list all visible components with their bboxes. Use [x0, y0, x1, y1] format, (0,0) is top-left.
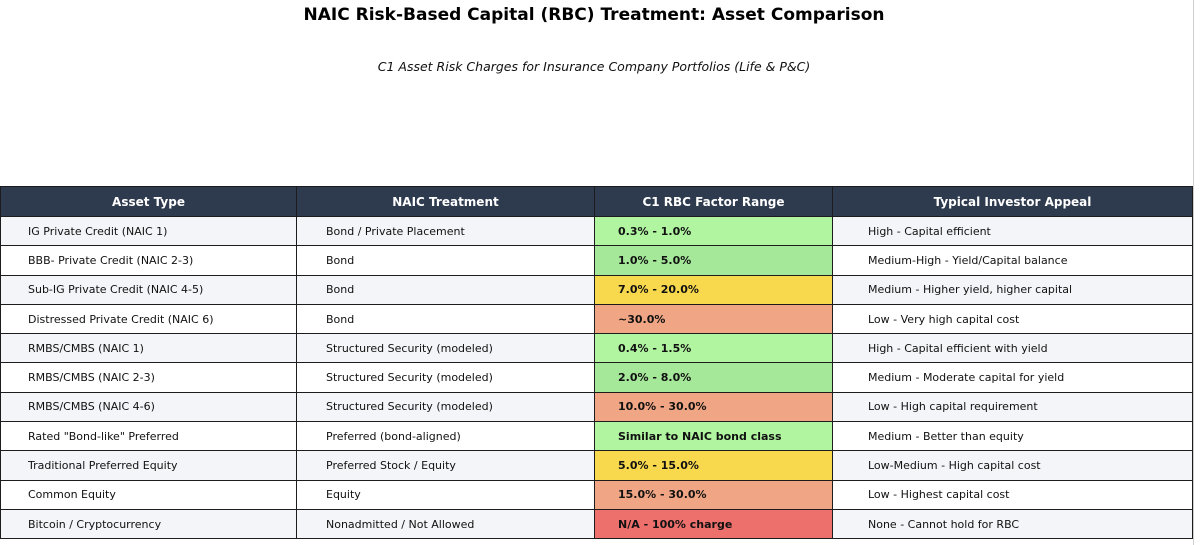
naic-treatment-cell: Preferred Stock / Equity [296, 450, 595, 481]
investor-appeal-cell: None - Cannot hold for RBC [832, 508, 1193, 540]
rbc-factor-cell: 1.0% - 5.0% [594, 245, 833, 276]
naic-treatment-cell: Structured Security (modeled) [296, 362, 595, 393]
page-subtitle: C1 Asset Risk Charges for Insurance Comp… [377, 59, 811, 74]
rbc-factor-cell: 2.0% - 8.0% [594, 362, 833, 393]
investor-appeal-cell: Medium - Moderate capital for yield [832, 362, 1193, 393]
asset-type-cell: BBB- Private Credit (NAIC 2-3) [0, 245, 297, 276]
rbc-factor-cell: N/A - 100% charge [594, 508, 833, 540]
naic-treatment-cell: Bond [296, 303, 595, 335]
rbc-factor-cell: 0.3% - 1.0% [594, 215, 833, 247]
naic-treatment-cell: Bond [296, 245, 595, 276]
rbc-factor-cell: 0.4% - 1.5% [594, 333, 833, 364]
asset-type-cell: IG Private Credit (NAIC 1) [0, 215, 297, 247]
investor-appeal-cell: High - Capital efficient with yield [832, 333, 1193, 364]
investor-appeal-cell: Low - Highest capital cost [832, 479, 1193, 510]
rbc-factor-cell: ~30.0% [594, 303, 833, 335]
investor-appeal-cell: Low - High capital requirement [832, 391, 1193, 423]
header-asset-type: Asset Type [0, 186, 297, 217]
naic-treatment-cell: Preferred (bond-aligned) [296, 421, 595, 452]
asset-type-cell: Sub-IG Private Credit (NAIC 4-5) [0, 274, 297, 305]
rbc-factor-cell: 15.0% - 30.0% [594, 479, 833, 510]
naic-treatment-cell: Structured Security (modeled) [296, 333, 595, 364]
rbc-factor-cell: Similar to NAIC bond class [594, 421, 833, 452]
asset-type-cell: RMBS/CMBS (NAIC 1) [0, 333, 297, 364]
table-row: RMBS/CMBS (NAIC 1) Structured Security (… [0, 333, 1193, 364]
investor-appeal-cell: Medium-High - Yield/Capital balance [832, 245, 1193, 276]
table-row: Traditional Preferred Equity Preferred S… [0, 450, 1193, 481]
table-header-row: Asset Type NAIC Treatment C1 RBC Factor … [0, 186, 1193, 217]
investor-appeal-cell: Low - Very high capital cost [832, 303, 1193, 335]
naic-treatment-cell: Nonadmitted / Not Allowed [296, 508, 595, 540]
naic-treatment-cell: Bond / Private Placement [296, 215, 595, 247]
figure-right-border [1193, 0, 1194, 545]
rbc-factor-cell: 5.0% - 15.0% [594, 450, 833, 481]
asset-type-cell: Distressed Private Credit (NAIC 6) [0, 303, 297, 335]
asset-type-cell: RMBS/CMBS (NAIC 4-6) [0, 391, 297, 423]
asset-type-cell: Bitcoin / Cryptocurrency [0, 508, 297, 540]
table-row: Common Equity Equity 15.0% - 30.0% Low -… [0, 479, 1193, 510]
table-row: Distressed Private Credit (NAIC 6) Bond … [0, 303, 1193, 335]
investor-appeal-cell: High - Capital efficient [832, 215, 1193, 247]
investor-appeal-cell: Medium - Higher yield, higher capital [832, 274, 1193, 305]
table-row: BBB- Private Credit (NAIC 2-3) Bond 1.0%… [0, 245, 1193, 276]
naic-treatment-cell: Equity [296, 479, 595, 510]
header-naic-treatment: NAIC Treatment [296, 186, 595, 217]
rbc-factor-cell: 10.0% - 30.0% [594, 391, 833, 423]
asset-type-cell: Traditional Preferred Equity [0, 450, 297, 481]
page-title: NAIC Risk-Based Capital (RBC) Treatment:… [303, 5, 885, 25]
asset-type-cell: RMBS/CMBS (NAIC 2-3) [0, 362, 297, 393]
rbc-comparison-table: Asset Type NAIC Treatment C1 RBC Factor … [0, 186, 1193, 540]
table-row: Bitcoin / Cryptocurrency Nonadmitted / N… [0, 508, 1193, 540]
table-row: RMBS/CMBS (NAIC 2-3) Structured Security… [0, 362, 1193, 393]
investor-appeal-cell: Low-Medium - High capital cost [832, 450, 1193, 481]
header-rbc-factor-range: C1 RBC Factor Range [594, 186, 833, 217]
rbc-factor-cell: 7.0% - 20.0% [594, 274, 833, 305]
investor-appeal-cell: Medium - Better than equity [832, 421, 1193, 452]
header-investor-appeal: Typical Investor Appeal [832, 186, 1193, 217]
naic-treatment-cell: Bond [296, 274, 595, 305]
naic-treatment-cell: Structured Security (modeled) [296, 391, 595, 423]
table-row: IG Private Credit (NAIC 1) Bond / Privat… [0, 215, 1193, 247]
table-row: RMBS/CMBS (NAIC 4-6) Structured Security… [0, 391, 1193, 423]
asset-type-cell: Rated "Bond-like" Preferred [0, 421, 297, 452]
asset-type-cell: Common Equity [0, 479, 297, 510]
table-row: Sub-IG Private Credit (NAIC 4-5) Bond 7.… [0, 274, 1193, 305]
table-row: Rated "Bond-like" Preferred Preferred (b… [0, 421, 1193, 452]
